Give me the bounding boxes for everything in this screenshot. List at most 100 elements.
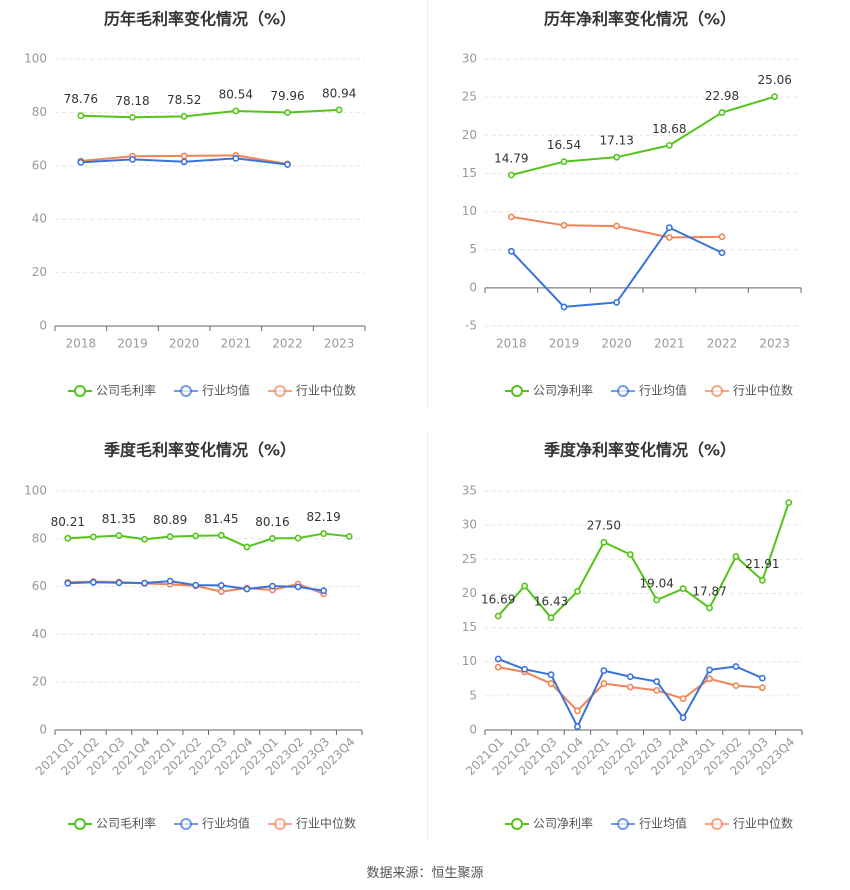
series-line-company (80, 108, 340, 119)
y-tick-label: 30 (462, 52, 477, 66)
data-point-company (335, 106, 343, 114)
data-point-industry-median (217, 588, 225, 596)
data-point-industry-median (665, 234, 673, 241)
data-point-company (115, 532, 123, 539)
data-point-company (600, 538, 608, 546)
data-point-industry-median (706, 675, 713, 683)
data-label: 22.98 (705, 89, 739, 103)
chart-title: 季度毛利率变化情况（%） (103, 441, 296, 460)
data-point-company (679, 585, 687, 593)
data-label: 18.68 (652, 122, 686, 136)
y-tick-label: 80 (32, 105, 47, 119)
data-label: 27.50 (587, 519, 621, 533)
data-point-industry-avg (521, 665, 529, 673)
data-point-industry-avg (77, 158, 85, 166)
data-point-industry-avg (706, 666, 713, 674)
data-point-company (521, 582, 529, 590)
x-tick-label: 2020 (601, 337, 632, 351)
data-point-industry-avg (180, 158, 188, 166)
data-point-industry-avg (547, 671, 555, 679)
x-tick-label: 2022 (272, 337, 303, 351)
y-tick-label: 10 (462, 204, 477, 218)
data-point-industry-avg (294, 583, 302, 591)
data-point-company (77, 112, 85, 120)
y-tick-label: 15 (462, 166, 477, 180)
y-tick-label: 0 (39, 723, 47, 737)
data-point-industry-avg (600, 667, 608, 674)
y-tick-label: 25 (462, 552, 477, 566)
y-tick-label: 0 (469, 723, 477, 737)
legend-label: 行业均值 (202, 383, 250, 398)
y-tick-label: 20 (462, 586, 477, 600)
data-point-company (665, 141, 673, 149)
data-point-company (141, 535, 148, 543)
chart-title: 历年毛利率变化情况（%） (104, 10, 296, 29)
data-label: 14.79 (494, 152, 528, 166)
data-point-industry-avg (626, 673, 634, 681)
data-point-company (166, 533, 174, 541)
y-tick-label: 100 (24, 484, 47, 498)
data-point-company (345, 533, 353, 540)
y-tick-label: 5 (469, 242, 477, 256)
legend-swatch-marker (617, 385, 629, 397)
data-point-industry-median (653, 686, 661, 694)
data-point-company (192, 532, 200, 540)
data-point-industry-median (494, 663, 502, 671)
data-point-industry-avg (284, 161, 291, 168)
data-point-industry-avg (166, 577, 174, 585)
legend-label: 行业均值 (639, 816, 687, 831)
data-point-industry-median (547, 680, 555, 687)
data-label: 16.69 (481, 593, 515, 607)
series-line-company (497, 502, 790, 619)
y-tick-label: 20 (32, 675, 47, 689)
y-tick-label: 25 (462, 90, 477, 104)
data-point-industry-avg (665, 224, 673, 231)
legend-swatch-marker (617, 818, 629, 830)
x-tick-label: 2018 (496, 337, 527, 351)
legend-label: 行业均值 (202, 816, 250, 831)
data-point-industry-median (560, 221, 568, 229)
data-label: 17.13 (599, 134, 633, 148)
data-point-industry-avg (243, 585, 251, 593)
data-label: 80.94 (322, 86, 356, 100)
x-tick-label: 2022 (707, 337, 738, 351)
data-point-industry-median (574, 707, 581, 715)
y-tick-label: 60 (32, 158, 47, 172)
data-point-company (217, 531, 225, 539)
y-tick-label: 10 (462, 654, 477, 668)
data-point-industry-avg (653, 678, 661, 685)
divider-vertical-top (427, 0, 428, 408)
data-point-company (180, 112, 188, 120)
data-point-industry-median (600, 680, 608, 687)
data-point-industry-avg (320, 587, 328, 595)
data-label: 80.54 (219, 87, 253, 101)
data-point-industry-avg (129, 155, 136, 163)
data-label: 21.91 (745, 557, 779, 571)
legend-label: 行业中位数 (296, 383, 356, 398)
y-tick-label: 40 (32, 627, 47, 641)
data-point-company (718, 109, 726, 116)
data-point-company (64, 534, 72, 542)
y-tick-label: 15 (462, 620, 477, 634)
legend-swatch-marker (180, 818, 192, 830)
data-point-company (269, 535, 276, 542)
data-point-industry-median (613, 222, 621, 230)
data-label: 82.19 (306, 510, 340, 524)
data-point-industry-avg (560, 303, 568, 311)
data-point-company (243, 543, 251, 551)
data-point-company (613, 153, 621, 161)
data-label: 16.54 (547, 138, 581, 152)
data-point-company (732, 553, 740, 560)
y-tick-label: 30 (462, 518, 477, 532)
data-source-footer: 数据来源：恒生聚源 (366, 866, 484, 881)
legend-swatch-marker (74, 385, 86, 397)
x-tick-label: 2023 (759, 337, 790, 351)
data-point-industry-avg (718, 249, 726, 257)
data-point-company (494, 612, 502, 620)
data-point-industry-avg (141, 579, 148, 587)
data-point-industry-median (679, 695, 687, 702)
data-point-company (758, 576, 766, 584)
legend-label: 行业均值 (639, 383, 687, 398)
series-line-industry-avg (510, 226, 723, 308)
data-point-industry-avg (269, 582, 276, 590)
